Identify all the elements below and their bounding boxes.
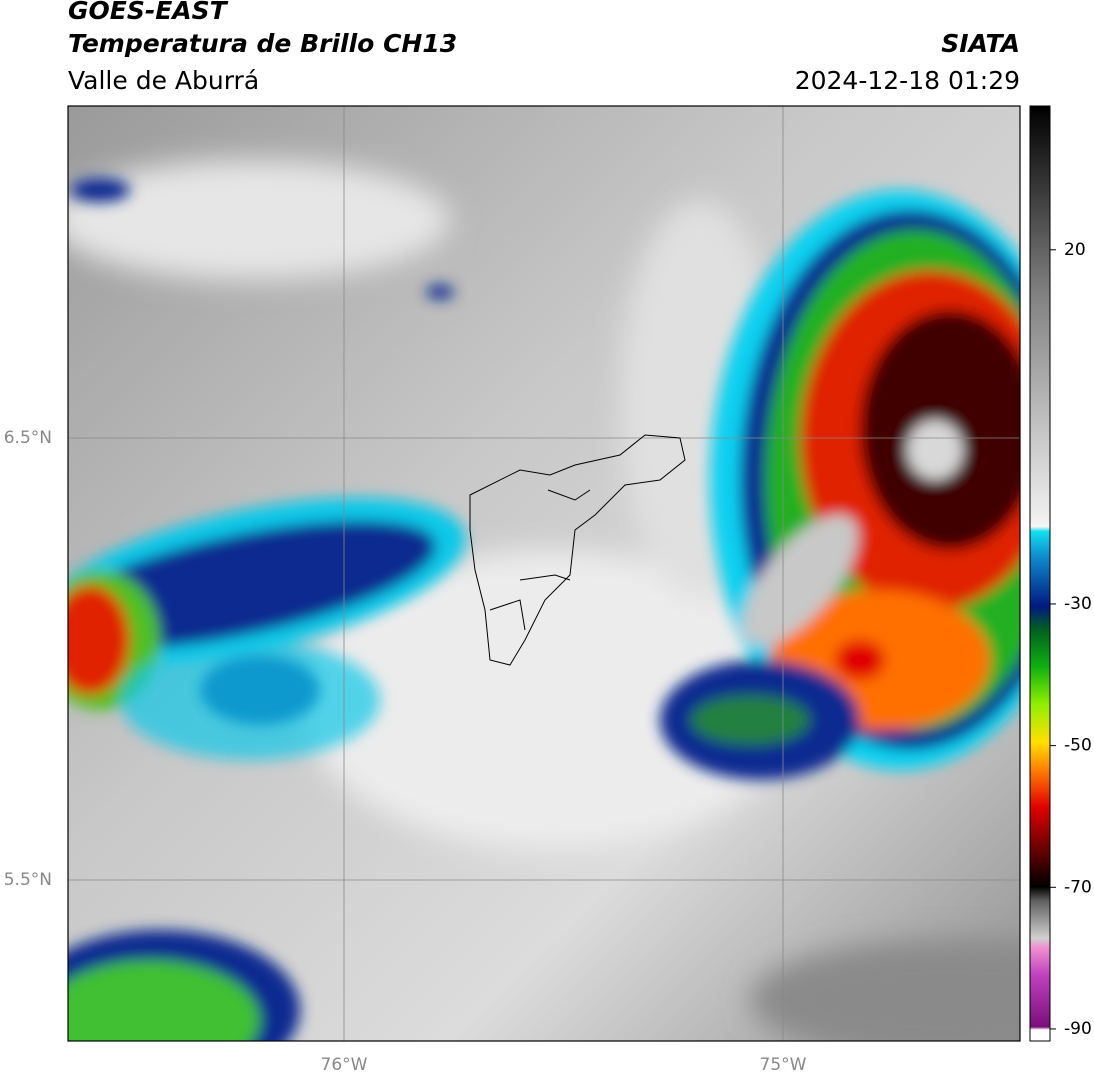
- title: GOES-EAST: [68, 0, 229, 25]
- lon-label: 75°W: [760, 1055, 807, 1075]
- subtitle: Temperatura de Brillo CH13: [68, 29, 457, 58]
- timestamp: 2024-12-18 01:29: [795, 66, 1020, 95]
- colorbar-tick-label: -70: [1064, 877, 1092, 897]
- municipal-boundaries: [469, 434, 686, 666]
- colorbar-tick-label: 20: [1064, 240, 1086, 260]
- colorbar-tick-label: -90: [1064, 1019, 1092, 1039]
- region: Valle de Aburrá: [68, 66, 259, 95]
- lat-label: 6.5°N: [4, 428, 52, 448]
- agency: SIATA: [941, 29, 1020, 58]
- map-frame: [67, 105, 1021, 1042]
- lat-label: 5.5°N: [4, 870, 52, 890]
- satellite-image: [68, 106, 1020, 1041]
- colorbar: [1029, 105, 1051, 1042]
- colorbar-tick-label: -50: [1064, 736, 1092, 756]
- lon-label: 76°W: [321, 1055, 368, 1075]
- colorbar-tick-label: -30: [1064, 594, 1092, 614]
